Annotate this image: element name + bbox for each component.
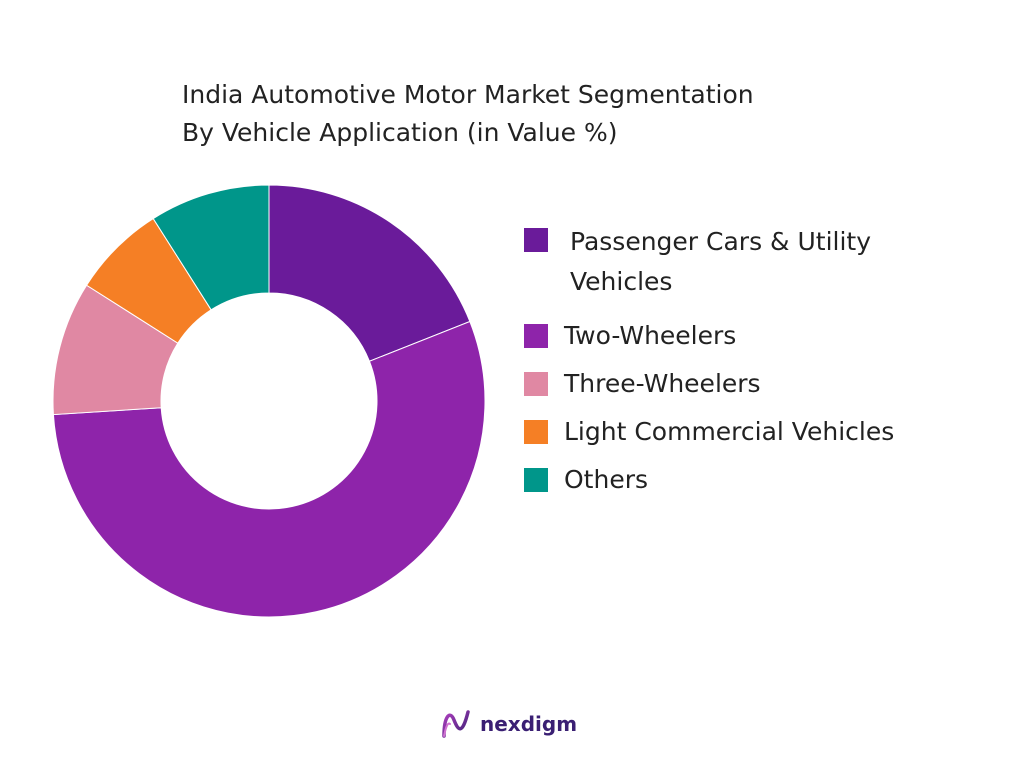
legend-item-two-wheelers: Two-Wheelers: [524, 316, 1004, 356]
brand-logo: nexdigm: [440, 704, 577, 744]
legend-item-light-commercial: Light Commercial Vehicles: [524, 412, 1004, 452]
chart-legend: Passenger Cars & Utility Vehicles Two-Wh…: [524, 222, 1004, 500]
legend-swatch-two-wheelers: [524, 324, 548, 348]
legend-swatch-three-wheelers: [524, 372, 548, 396]
legend-item-three-wheelers: Three-Wheelers: [524, 364, 1004, 404]
legend-label-two-wheelers: Two-Wheelers: [564, 321, 737, 350]
donut-slice-passenger-cars: [268, 184, 471, 362]
legend-swatch-others: [524, 468, 548, 492]
legend-item-others: Others: [524, 460, 1004, 500]
legend-label-passenger-cars: Passenger Cars & Utility Vehicles: [570, 227, 872, 296]
brand-name: nexdigm: [480, 712, 578, 736]
chart-title-line-2: By Vehicle Application (in Value %): [182, 118, 618, 147]
legend-label-others: Others: [564, 465, 649, 494]
legend-swatch-passenger-cars: [524, 228, 548, 252]
donut-slice-two-wheelers: [52, 320, 486, 618]
legend-label-light-commercial: Light Commercial Vehicles: [564, 417, 895, 446]
chart-title: India Automotive Motor Market Segmentati…: [182, 76, 754, 152]
legend-item-passenger-cars: Passenger Cars & Utility Vehicles: [524, 222, 1004, 302]
chart-title-line-1: India Automotive Motor Market Segmentati…: [182, 80, 754, 109]
donut-slice-others: [152, 184, 270, 311]
legend-swatch-light-commercial: [524, 420, 548, 444]
nexdigm-logo-icon: [442, 710, 470, 738]
legend-label-three-wheelers: Three-Wheelers: [564, 369, 761, 398]
